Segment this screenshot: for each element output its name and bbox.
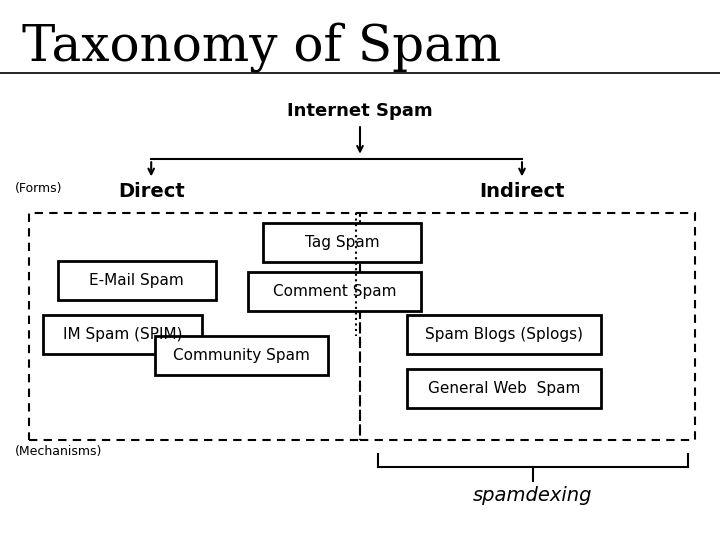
Text: Indirect: Indirect	[480, 182, 564, 201]
Text: (Mechanisms): (Mechanisms)	[14, 446, 102, 458]
Text: IM Spam (SPIM): IM Spam (SPIM)	[63, 327, 182, 342]
FancyBboxPatch shape	[407, 369, 601, 408]
Text: spamdexing: spamdexing	[473, 486, 593, 505]
Text: Direct: Direct	[118, 182, 184, 201]
Text: Community Spam: Community Spam	[173, 348, 310, 363]
FancyBboxPatch shape	[263, 223, 421, 262]
Text: Spam Blogs (Splogs): Spam Blogs (Splogs)	[425, 327, 583, 342]
Text: Comment Spam: Comment Spam	[273, 284, 397, 299]
Text: Taxonomy of Spam: Taxonomy of Spam	[22, 22, 501, 72]
Text: Internet Spam: Internet Spam	[287, 102, 433, 120]
Text: General Web  Spam: General Web Spam	[428, 381, 580, 396]
FancyBboxPatch shape	[155, 336, 328, 375]
Text: (Forms): (Forms)	[14, 182, 62, 195]
FancyBboxPatch shape	[407, 315, 601, 354]
FancyBboxPatch shape	[248, 272, 421, 310]
FancyBboxPatch shape	[43, 315, 202, 354]
FancyBboxPatch shape	[58, 261, 216, 300]
Text: Tag Spam: Tag Spam	[305, 235, 379, 250]
Text: E-Mail Spam: E-Mail Spam	[89, 273, 184, 288]
